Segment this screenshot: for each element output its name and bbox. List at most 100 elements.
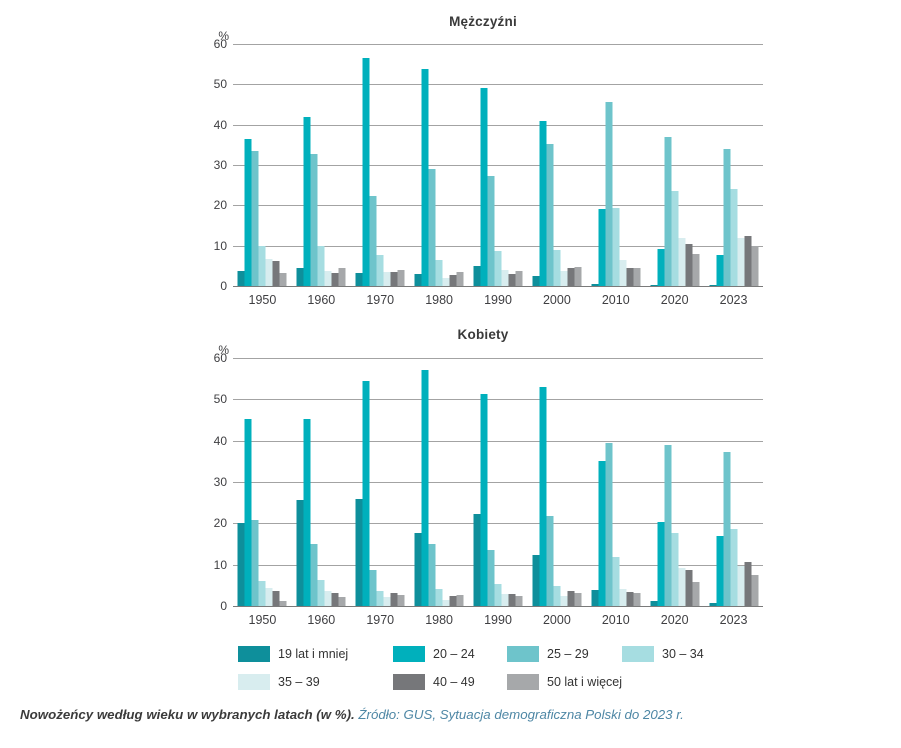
chart-title-men: Mężczyźni xyxy=(449,14,517,29)
gridline xyxy=(233,84,763,86)
y-tick-label: 0 xyxy=(220,279,227,293)
y-tick-label: 40 xyxy=(213,117,227,132)
gridline xyxy=(233,523,763,525)
bar xyxy=(442,599,450,606)
bar-group-1960 xyxy=(296,419,346,606)
bar xyxy=(265,258,273,286)
bar xyxy=(456,271,464,286)
bar xyxy=(473,265,481,286)
x-tick-label: 1990 xyxy=(484,293,512,307)
bar xyxy=(258,581,266,606)
y-tick-label: 60 xyxy=(213,37,227,51)
bar xyxy=(421,370,429,606)
legend-color-swatch xyxy=(238,646,270,662)
bar xyxy=(237,270,245,286)
chart-title-women: Kobiety xyxy=(457,327,509,342)
x-tick-label: 1960 xyxy=(307,293,336,307)
bar-group-2000 xyxy=(532,387,582,606)
bar xyxy=(730,189,738,286)
legend-color-swatch xyxy=(507,646,539,662)
bar xyxy=(612,557,620,606)
x-tick-label: 2000 xyxy=(542,293,571,307)
bar xyxy=(619,259,627,286)
bar xyxy=(678,238,686,286)
bar xyxy=(390,272,398,286)
legend-color-swatch xyxy=(393,674,425,690)
bar-group-2010 xyxy=(591,102,641,286)
x-axis-baseline xyxy=(233,606,763,607)
bar xyxy=(744,562,752,606)
bar xyxy=(515,595,523,606)
bar xyxy=(574,593,582,606)
bar-group-1950 xyxy=(237,419,287,606)
bar xyxy=(692,582,700,606)
gridline xyxy=(233,165,763,166)
legend-label: 19 lat i mniej xyxy=(278,647,349,661)
y-tick-label: 60 xyxy=(213,351,227,365)
bar xyxy=(612,208,620,286)
bar xyxy=(442,277,450,286)
bar xyxy=(685,244,693,286)
legend-item: 30 – 34 xyxy=(622,646,704,662)
x-tick-label: 2020 xyxy=(660,613,689,627)
legend-color-swatch xyxy=(507,674,539,690)
x-tick-label: 2020 xyxy=(660,293,689,307)
bar-group-2020 xyxy=(650,444,700,606)
y-tick-label: 40 xyxy=(213,433,227,448)
bar xyxy=(723,452,731,606)
bar xyxy=(685,570,693,606)
legend-item: 50 lat i więcej xyxy=(507,674,622,690)
gridline xyxy=(233,358,763,359)
bar xyxy=(397,270,405,286)
bar xyxy=(737,565,745,606)
bar xyxy=(258,245,266,286)
bar-group-2020 xyxy=(650,136,700,286)
bar xyxy=(567,590,575,606)
legend-color-swatch xyxy=(238,674,270,690)
bar xyxy=(619,588,627,606)
caption-title: Nowożeńcy według wieku w wybranych latac… xyxy=(20,707,355,722)
bar xyxy=(473,514,481,606)
bar xyxy=(456,594,464,606)
legend-label: 25 – 29 xyxy=(547,647,589,661)
bar xyxy=(678,567,686,606)
bar xyxy=(709,285,717,286)
bar-group-1970 xyxy=(355,58,405,286)
chart-women: Kobiety % 0 10 20 30 40 50 60 1950 1960 1970 1980 1… xyxy=(0,327,901,637)
legend-label: 40 – 49 xyxy=(433,675,475,689)
bar xyxy=(324,591,332,606)
y-tick-label: 10 xyxy=(213,238,227,253)
bar xyxy=(716,536,724,606)
bar xyxy=(303,117,311,286)
y-tick-label: 50 xyxy=(213,77,227,92)
bar xyxy=(251,150,259,286)
bar-group-1970 xyxy=(355,381,405,606)
bar xyxy=(650,601,658,606)
y-tick-label: 0 xyxy=(220,599,227,613)
bar xyxy=(650,284,658,286)
bar xyxy=(501,593,509,606)
gridline xyxy=(233,564,763,566)
bar xyxy=(428,544,436,606)
legend-item: 40 – 49 xyxy=(393,674,475,690)
bar xyxy=(508,594,516,606)
x-tick-label: 1980 xyxy=(425,293,454,307)
bar xyxy=(591,283,599,286)
bar xyxy=(532,275,540,286)
y-tick-label: 30 xyxy=(213,158,227,172)
bar xyxy=(539,120,547,286)
gridline xyxy=(233,124,763,126)
bar xyxy=(362,58,370,286)
bar xyxy=(591,589,599,606)
bar xyxy=(494,584,502,606)
bar xyxy=(324,270,332,286)
bar xyxy=(383,597,391,606)
bar-group-2010 xyxy=(591,443,641,606)
bar xyxy=(279,273,287,286)
x-tick-label: 2000 xyxy=(542,613,571,627)
bar xyxy=(692,254,700,286)
bar xyxy=(272,261,280,286)
y-tick-label: 10 xyxy=(213,557,227,572)
bar xyxy=(560,270,568,286)
